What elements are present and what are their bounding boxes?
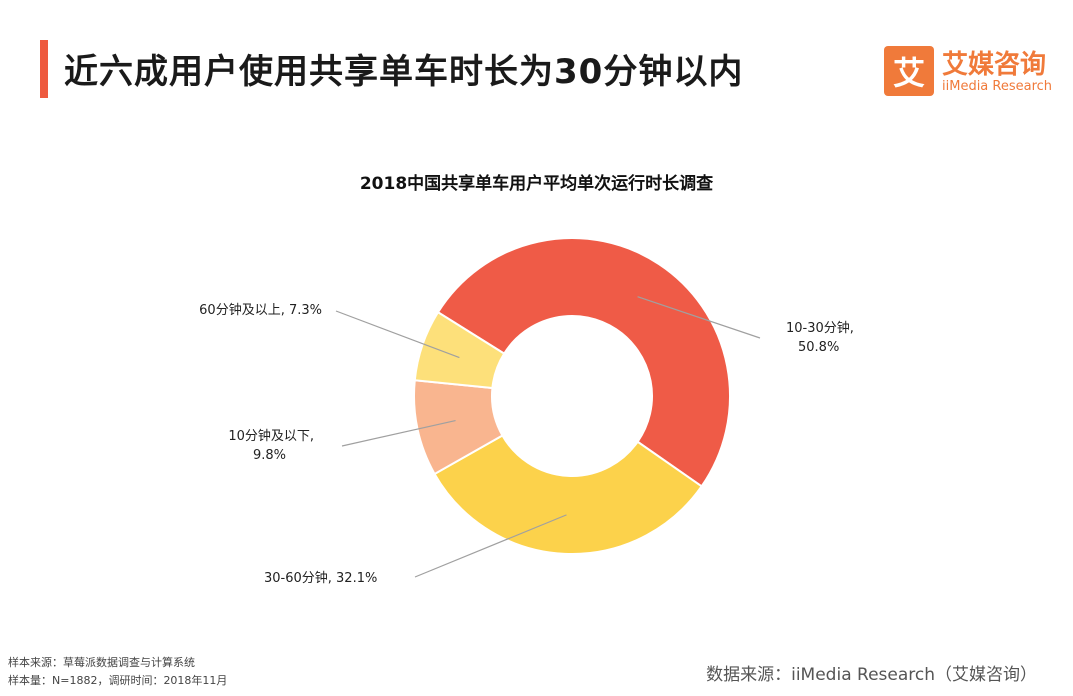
chart-title: 2018中国共享单车用户平均单次运行时长调查 — [359, 174, 714, 194]
sample-source: 样本来源：草莓派数据调查与计算系统 — [8, 656, 195, 669]
leader-line-2 — [341, 419, 456, 447]
leader-line-0 — [637, 296, 761, 339]
page-title: 近六成用户使用共享单车时长为30分钟以内 — [64, 52, 744, 92]
donut-slice-0 — [436, 237, 731, 488]
slice-label-0: 10-30分钟, — [786, 320, 854, 336]
donut-slice-3 — [413, 310, 506, 390]
footer-sample-info: 样本来源：草莓派数据调查与计算系统 样本量：N=1882，调研时间：2018年1… — [8, 654, 227, 690]
brand-logo-icon: 艾 — [884, 46, 934, 96]
brand-name-en: iiMedia Research — [942, 79, 1053, 94]
title-accent-bar — [40, 40, 48, 98]
slice-value-2: 9.8% — [253, 448, 286, 463]
data-source: 数据来源：iiMedia Research（艾媒咨询） — [706, 665, 1037, 685]
slice-label-2: 10分钟及以下, — [228, 428, 314, 444]
sample-size: 样本量：N=1882，调研时间：2018年11月 — [8, 674, 228, 687]
slice-label-1: 30-60分钟, 32.1% — [264, 570, 377, 586]
donut-slice-1 — [433, 434, 704, 555]
slice-value-0: 50.8% — [798, 340, 839, 355]
brand-name-cn: 艾媒咨询 — [942, 50, 1047, 80]
leader-line-3 — [335, 310, 460, 359]
slice-label-3: 60分钟及以上, 7.3% — [199, 302, 322, 318]
leader-line-1 — [414, 514, 567, 578]
